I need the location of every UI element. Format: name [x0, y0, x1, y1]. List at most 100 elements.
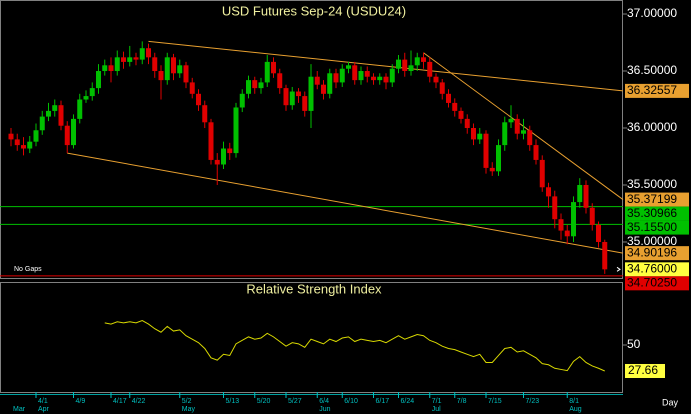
candle-body [121, 57, 126, 62]
candle-body [8, 133, 14, 140]
candle-body [264, 61, 270, 83]
candle-body [196, 93, 201, 106]
x-tick-label: 5/20 [257, 398, 271, 405]
candle-body [539, 159, 545, 188]
y-tick-label: 35.50000 [627, 177, 677, 191]
candle-body [333, 73, 339, 83]
candle-body [527, 130, 533, 146]
rsi-line [104, 320, 605, 372]
candle-body [546, 187, 551, 197]
price-label-box [625, 206, 689, 221]
candle-body [521, 130, 526, 134]
candle-body [183, 65, 189, 83]
x-tick-label: 5/13 [226, 398, 240, 405]
x-tick-label: 6/4 [319, 398, 329, 405]
candle-body [471, 128, 476, 140]
candle-body [358, 71, 364, 81]
candle-body [71, 118, 76, 146]
price-label: 35.37199 [627, 192, 677, 206]
candle-body [446, 93, 451, 103]
candle-body [383, 76, 389, 83]
price-panel [0, 0, 623, 279]
price-label-box [625, 276, 689, 291]
candle-body [433, 76, 439, 83]
x-tick-label: 4/9 [76, 398, 86, 405]
price-label: 36.32557 [627, 83, 677, 97]
candle-body [389, 68, 395, 83]
candle-body [533, 145, 539, 160]
candle-body [64, 125, 70, 146]
price-label-box [625, 192, 689, 207]
candle-body [58, 105, 64, 126]
candle-body [589, 207, 595, 225]
candle-body [127, 57, 133, 62]
candle-body [302, 96, 308, 111]
candle-body [508, 118, 514, 123]
chart-title: USD Futures Sep-24 (USDU24) [222, 3, 406, 18]
value-label-box [625, 363, 665, 378]
candle-body [402, 59, 408, 72]
candle-body [314, 76, 320, 85]
y-tick-label: 37.00000 [627, 6, 677, 20]
price-label: 34.70250 [627, 276, 677, 290]
candle-body [596, 224, 601, 242]
candle-body [439, 82, 445, 94]
month-label: Jul [432, 406, 441, 413]
price-label-box [625, 220, 689, 235]
x-tick-label: 7/23 [526, 398, 540, 405]
candle-body [564, 230, 570, 237]
candle-body [77, 99, 83, 119]
last-price-marker [616, 266, 621, 272]
candle-body [83, 96, 89, 100]
price-label: 35.30966 [627, 206, 677, 220]
candle-body [396, 59, 401, 69]
x-tick-label: 4/17 [113, 398, 127, 405]
candle-body [296, 91, 301, 97]
candle-body [252, 80, 258, 89]
candle-body [477, 133, 483, 140]
candle-body [571, 202, 576, 237]
candle-body [158, 71, 164, 81]
candle-body [377, 76, 383, 81]
x-tick-label: 6/24 [401, 398, 415, 405]
candle-body [427, 61, 433, 77]
x-tick-label: 6/17 [376, 398, 390, 405]
candle-body [352, 65, 358, 81]
x-tick-label: 7/1 [432, 398, 442, 405]
price-label: 34.76000 [627, 262, 677, 276]
y-tick-label: 35.00000 [627, 234, 677, 248]
candle-body [246, 80, 251, 94]
candle-body [514, 118, 520, 134]
candle-body [321, 84, 326, 94]
price-label: 34.90196 [627, 245, 677, 259]
candle-body [171, 57, 176, 74]
candle-body [139, 48, 145, 60]
month-label: Apr [38, 406, 50, 413]
price-label-box [625, 262, 689, 277]
x-tick-label: 5/27 [288, 398, 302, 405]
candle-body [46, 110, 51, 117]
candle-body [27, 141, 33, 149]
candle-body [133, 57, 139, 60]
value-label: 27.66 [628, 363, 658, 377]
candle-body [339, 68, 345, 83]
candle-body [458, 110, 464, 119]
candle-body [489, 167, 495, 172]
candle-body [189, 82, 195, 94]
x-axis-label: Day [662, 397, 679, 407]
candle-body [496, 145, 501, 172]
y-tick-label: 36.50000 [627, 63, 677, 77]
candle-body [364, 71, 370, 77]
candle-body [277, 73, 283, 89]
candle-body [371, 76, 376, 81]
candle-body [502, 122, 508, 146]
price-label: 35.15500 [627, 220, 677, 234]
rsi-title: Relative Strength Index [246, 281, 382, 296]
candle-body [108, 65, 114, 72]
candle-body [239, 93, 245, 108]
month-label: Mar [13, 406, 26, 413]
candle-body [96, 71, 101, 89]
candle-body [52, 105, 58, 111]
candle-body [146, 48, 151, 58]
y-tick-label: 50 [627, 337, 641, 351]
